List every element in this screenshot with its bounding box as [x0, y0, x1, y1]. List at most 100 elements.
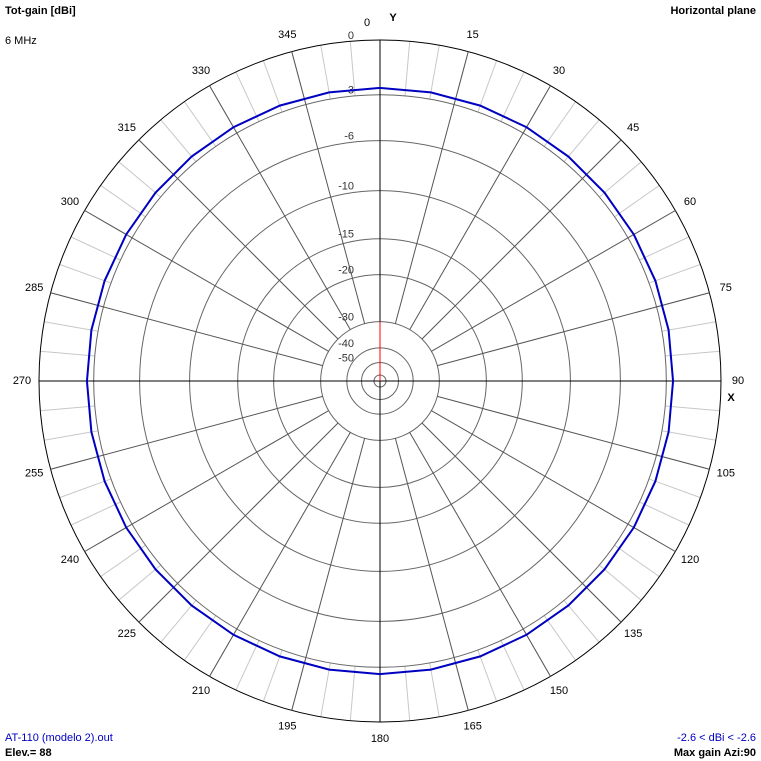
- radial-line: [394, 51, 469, 324]
- minor-radial: [184, 101, 217, 147]
- r-tick-label: -20: [338, 265, 354, 277]
- radial-line: [50, 292, 323, 367]
- plane-label: Horizontal plane: [670, 5, 756, 17]
- minor-radial: [100, 185, 146, 218]
- r-tick-label: 0: [348, 30, 354, 42]
- minor-radial: [477, 649, 498, 702]
- r-tick-label: -30: [338, 312, 354, 324]
- radial-line: [394, 438, 469, 711]
- minor-radial: [320, 45, 331, 100]
- minor-radial: [160, 600, 197, 643]
- angle-tick-label: 135: [624, 628, 642, 640]
- minor-radial: [639, 501, 690, 526]
- angle-tick-label: 60: [684, 196, 696, 208]
- grid: [38, 39, 722, 723]
- minor-radial: [429, 662, 440, 717]
- minor-radial: [44, 430, 99, 441]
- minor-radial: [235, 640, 260, 691]
- radial-line: [437, 395, 710, 470]
- minor-radial: [184, 615, 217, 661]
- minor-radial: [349, 41, 356, 96]
- minor-radial: [500, 71, 525, 122]
- max-gain-label: Max gain Azi:90: [674, 747, 756, 759]
- angle-tick-label: 105: [717, 468, 735, 480]
- minor-radial: [262, 649, 283, 702]
- minor-radial: [563, 119, 600, 162]
- minor-radial: [235, 71, 260, 122]
- radial-line: [421, 422, 622, 623]
- gain-range-label: -2.6 < dBi < -2.6: [677, 732, 756, 744]
- minor-radial: [70, 501, 121, 526]
- r-tick-label: -50: [338, 352, 354, 364]
- minor-radial: [429, 45, 440, 100]
- angle-tick-label: 120: [681, 554, 699, 566]
- minor-radial: [665, 350, 720, 357]
- r-tick-label: -15: [338, 229, 354, 241]
- angle-tick-label: 240: [61, 554, 79, 566]
- radial-line: [50, 395, 323, 470]
- angle-tick-label: 180: [371, 733, 389, 745]
- minor-radial: [59, 263, 112, 284]
- minor-radial: [70, 236, 121, 261]
- radial-line: [138, 422, 339, 623]
- angle-tick-label: 165: [463, 721, 481, 733]
- angle-tick-label: 255: [25, 468, 43, 480]
- minor-radial: [59, 478, 112, 499]
- radial-line: [437, 292, 710, 367]
- radial-line: [138, 139, 339, 340]
- minor-radial: [665, 405, 720, 412]
- minor-radial: [614, 544, 660, 577]
- angle-tick-label: 300: [61, 196, 79, 208]
- file-label: AT-110 (modelo 2).out: [5, 732, 113, 744]
- minor-radial: [118, 161, 161, 198]
- minor-radial: [599, 161, 642, 198]
- minor-radial: [320, 662, 331, 717]
- angle-tick-label: 90: [732, 375, 744, 387]
- angle-tick-label: 30: [553, 65, 565, 77]
- angle-tick-label: 210: [192, 685, 210, 697]
- minor-radial: [661, 321, 716, 332]
- radial-line: [291, 438, 366, 711]
- gain-pattern: [85, 86, 675, 676]
- radial-line: [291, 51, 366, 324]
- chart-title: Tot-gain [dBi]: [5, 5, 76, 17]
- minor-radial: [563, 600, 600, 643]
- minor-radial: [648, 263, 701, 284]
- r-tick-label: -40: [338, 338, 354, 350]
- angle-tick-label: 345: [278, 29, 296, 41]
- minor-radial: [349, 666, 356, 721]
- minor-radial: [404, 41, 411, 96]
- angle-tick-label: 45: [627, 122, 639, 134]
- minor-radial: [477, 60, 498, 113]
- angle-tick-label: 330: [192, 65, 210, 77]
- minor-radial: [500, 640, 525, 691]
- minor-radial: [614, 185, 660, 218]
- minor-radial: [543, 101, 576, 147]
- r-tick-label: -6: [344, 131, 354, 143]
- minor-radial: [661, 430, 716, 441]
- minor-radial: [639, 236, 690, 261]
- angle-tick-label: 270: [13, 375, 31, 387]
- minor-radial: [44, 321, 99, 332]
- angle-tick-label: 0: [364, 17, 370, 29]
- x-axis-label: X: [727, 392, 735, 404]
- angle-tick-label: 225: [118, 628, 136, 640]
- angle-tick-label: 315: [118, 122, 136, 134]
- minor-radial: [543, 615, 576, 661]
- angle-tick-label: 75: [720, 282, 732, 294]
- minor-radial: [100, 544, 146, 577]
- minor-radial: [40, 405, 95, 412]
- y-axis-label: Y: [389, 12, 397, 24]
- elevation-label: Elev.= 88: [5, 747, 52, 759]
- minor-radial: [599, 564, 642, 601]
- angle-tick-label: 15: [467, 29, 479, 41]
- r-tick-label: -10: [338, 180, 354, 192]
- angle-tick-label: 195: [278, 721, 296, 733]
- minor-radial: [118, 564, 161, 601]
- radial-line: [421, 139, 622, 340]
- angle-tick-label: 150: [550, 685, 568, 697]
- minor-radial: [262, 60, 283, 113]
- minor-radial: [40, 350, 95, 357]
- frequency-label: 6 MHz: [5, 35, 37, 47]
- minor-radial: [160, 119, 197, 162]
